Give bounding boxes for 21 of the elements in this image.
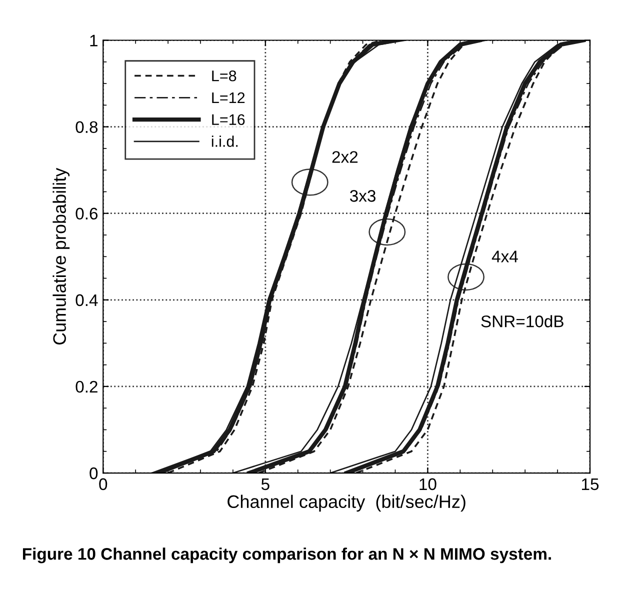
y-tick-label: 0.8 [76,121,98,134]
y-tick-label: 1 [90,34,98,46]
caption: Figure 10 Channel capacity comparison for an N × N MIMO system. [22,548,551,564]
y-tick-label: 0.6 [76,208,98,220]
x-tick-label: 5 [261,478,270,490]
legend-label: L=8 [212,70,236,82]
x-axis-title: Channel capacity (bit/sec/Hz) [228,494,466,512]
legend-label: i.i.d. [212,136,238,147]
y-tick-label: 0.2 [76,380,98,393]
x-tick-label: 10 [420,478,436,490]
x-tick-label: 0 [99,478,108,490]
legend-label: L=12 [212,92,245,103]
annotation: 2x2 [332,151,358,163]
annotation: 3x3 [350,190,376,202]
y-tick-label: 0.4 [76,294,98,306]
y-axis-title: Cumulative probability [52,168,70,345]
annotation: SNR=10dB [481,315,564,328]
y-tick-label: 0 [90,467,98,480]
annotation: 4x4 [492,250,518,262]
legend-label: L=16 [212,114,245,126]
x-tick-label: 15 [582,478,599,490]
